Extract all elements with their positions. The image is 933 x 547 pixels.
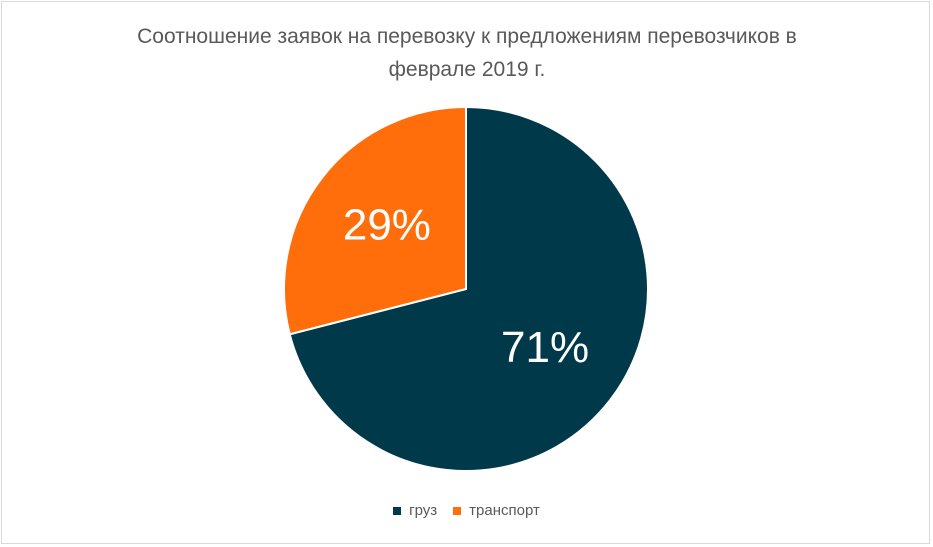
legend-swatch <box>393 506 402 515</box>
pie-slice-транспорт <box>283 105 467 336</box>
data-label-груз: 71% <box>501 323 589 372</box>
legend-swatch <box>453 506 462 515</box>
chart-title: Соотношение заявок на перевозку к предло… <box>137 25 797 81</box>
data-label-транспорт: 29% <box>343 200 431 249</box>
pie-slice-груз <box>288 105 649 472</box>
legend-item-транспорт: транспорт <box>453 502 540 519</box>
legend-label: транспорт <box>469 502 540 519</box>
legend-label: груз <box>409 502 438 519</box>
legend-item-груз: груз <box>393 502 437 519</box>
legend: груз транспорт <box>2 502 931 519</box>
